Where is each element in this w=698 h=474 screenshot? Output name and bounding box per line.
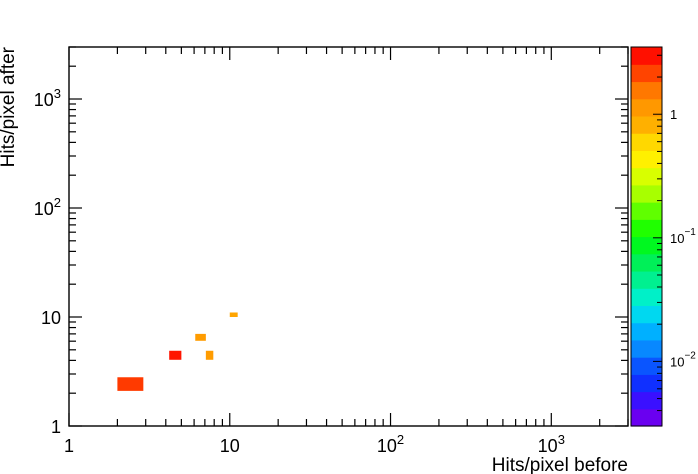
colorbar-segment	[631, 47, 662, 65]
x-tick-label: 1	[64, 436, 74, 456]
heatmap-cells	[117, 312, 238, 391]
x-axis-label: Hits/pixel before	[492, 455, 628, 474]
colorbar-segment	[631, 133, 662, 151]
heatmap-cell-3	[205, 350, 214, 360]
colorbar-tick-label: 1	[670, 107, 677, 122]
x-tick-label: 10	[220, 436, 240, 456]
colorbar-segment	[631, 64, 662, 83]
colorbar: 10−2 10−1 1	[630, 46, 696, 427]
axes: 1 10 102 103 1 10 102 103	[34, 46, 629, 456]
colorbar-segment	[631, 115, 662, 134]
heatmap-cell-1	[169, 350, 182, 360]
colorbar-segment	[631, 202, 662, 220]
colorbar-tick-label: 10−2	[670, 350, 696, 369]
colorbar-segment	[631, 374, 662, 393]
colorbar-segment	[631, 253, 662, 272]
colorbar-segment	[631, 357, 662, 375]
colorbar-segment	[631, 322, 662, 341]
plot-frame	[68, 46, 629, 427]
colorbar-segment	[631, 219, 662, 238]
heatmap-cell-4	[229, 312, 238, 318]
colorbar-segment	[631, 150, 662, 169]
colorbar-segment	[631, 270, 662, 289]
y-tick-label: 102	[34, 195, 61, 219]
y-axis-label: Hits/pixel after	[0, 46, 19, 167]
colorbar-segment	[631, 167, 662, 186]
colorbar-frame	[630, 46, 663, 427]
y-tick-label: 1	[51, 417, 61, 437]
x-tick-label: 103	[538, 432, 565, 456]
heatmap-cell-2	[195, 333, 206, 341]
colorbar-segment	[631, 305, 662, 324]
colorbar-segment	[631, 339, 662, 358]
colorbar-segment	[631, 408, 662, 427]
heatmap-cell-0	[117, 377, 144, 391]
x-tick-label: 102	[377, 432, 404, 456]
colorbar-segment	[631, 391, 662, 410]
colorbar-segment	[631, 236, 662, 255]
y-tick-label: 103	[34, 86, 61, 110]
colorbar-segment	[631, 184, 662, 203]
colorbar-segment	[631, 98, 662, 117]
y-tick-label: 10	[41, 308, 61, 328]
colorbar-tick-label: 10−1	[670, 227, 696, 246]
colorbar-segment	[631, 81, 662, 100]
colorbar-segment	[631, 288, 662, 307]
